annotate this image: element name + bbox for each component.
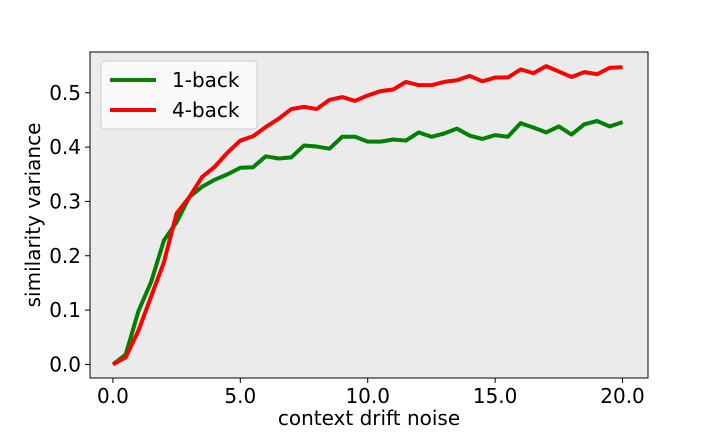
y-axis-label: similarity variance: [21, 123, 45, 308]
x-tick-label: 5.0: [224, 384, 256, 408]
x-tick-label: 20.0: [600, 384, 645, 408]
y-tick-label: 0.4: [49, 135, 81, 159]
y-tick-label: 0.3: [49, 189, 81, 213]
y-axis-ticks: 0.0 0.1 0.2 0.3 0.4 0.5: [49, 81, 90, 376]
y-tick-label: 0.0: [49, 352, 81, 376]
y-tick-label: 0.5: [49, 81, 81, 105]
y-tick-label: 0.2: [49, 244, 81, 268]
series-line-4-back: [111, 64, 623, 367]
legend-label-1-back: 1-back: [172, 68, 240, 92]
y-tick-label: 0.1: [49, 298, 81, 322]
x-axis-ticks: 0.0 5.0 10.0 15.0 20.0: [97, 378, 645, 408]
x-tick-label: 10.0: [345, 384, 390, 408]
x-tick-label: 15.0: [473, 384, 518, 408]
series-lines: [111, 64, 624, 367]
legend: 1-back 4-back: [100, 60, 258, 130]
x-axis-label: context drift noise: [278, 406, 460, 430]
x-tick-label: 0.0: [97, 384, 129, 408]
series-line-1-back: [111, 119, 624, 367]
legend-label-4-back: 4-back: [172, 98, 240, 122]
